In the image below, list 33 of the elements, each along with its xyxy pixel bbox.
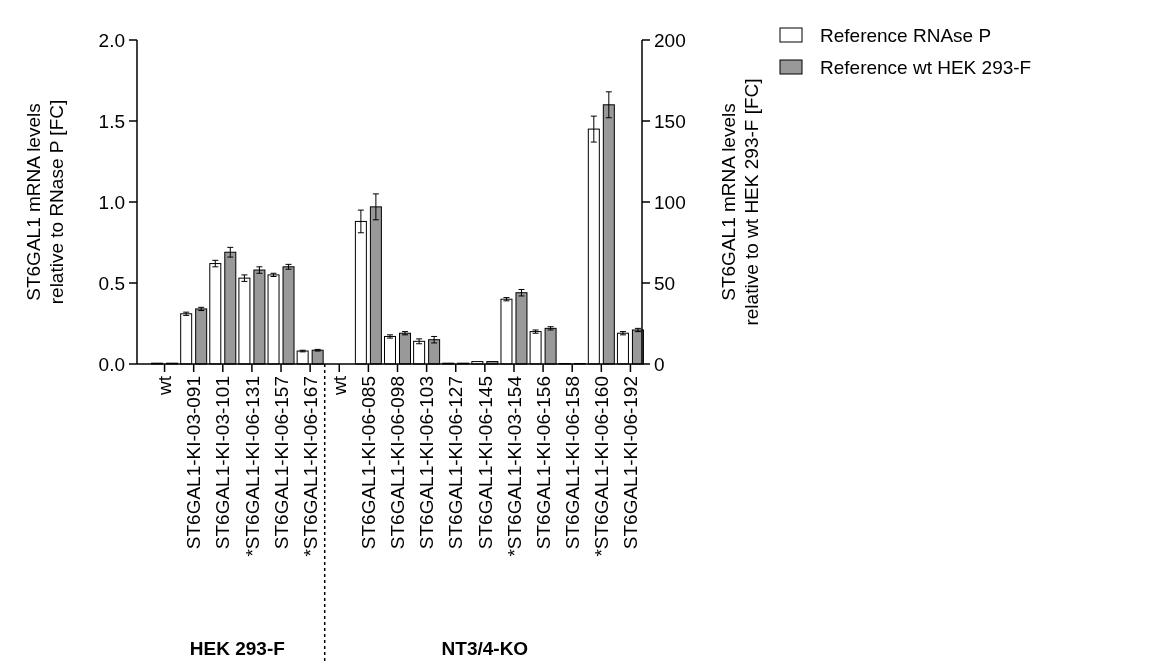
text: NT3/4-KO: [441, 638, 529, 659]
legend-label: Reference wt HEK 293-F: [820, 56, 1032, 78]
y-tick-label: 1.0: [98, 191, 125, 213]
x-tick-label: wt: [154, 375, 176, 396]
x-tick-label: wt: [328, 375, 350, 396]
y-tick-label: 0.0: [98, 353, 125, 375]
x-tick-label: ST6GAL1-KI-06-192: [620, 376, 642, 550]
x-tick-label: *ST6GAL1-KI-06-160: [590, 376, 612, 557]
x-tick-label: ST6GAL1-KI-06-098: [387, 376, 409, 550]
y-axis-title: ST6GAL1 mRNA levels relative to RNase P [FC]: [23, 99, 67, 305]
x-tick-label: *ST6GAL1-KI-03-154: [503, 375, 525, 557]
x-tick-label: ST6GAL1-KI-06-145: [474, 376, 496, 550]
x-tick-label: *ST6GAL1-KI-06-167: [299, 376, 321, 557]
y2-tick-label: 100: [654, 191, 686, 213]
y-tick-label: 0.5: [98, 272, 125, 294]
y-tick-label: 2.0: [98, 29, 125, 51]
y2-tick-label: 150: [654, 110, 686, 132]
x-tick-label: ST6GAL1-KI-06-103: [416, 376, 438, 550]
y2-axis-title: ST6GAL1 mRNA levels relative to wt HEK 293-F [FC]: [718, 78, 762, 326]
x-tick-label: ST6GAL1-KI-06-157: [270, 376, 292, 550]
text: HEK 293-F: [189, 638, 285, 659]
y-tick-label: 1.5: [98, 110, 125, 132]
legend-label: Reference RNAse P: [820, 24, 992, 46]
x-tick-label: ST6GAL1-KI-06-158: [561, 376, 583, 550]
y2-tick-label: 50: [654, 272, 676, 294]
x-tick-label: *ST6GAL1-KI-06-131: [241, 376, 263, 557]
x-tick-label: ST6GAL1-KI-06-085: [358, 376, 380, 550]
x-tick-label: ST6GAL1-KI-03-091: [183, 376, 205, 550]
x-tick-label: ST6GAL1-KI-03-101: [212, 376, 234, 550]
x-tick-label: ST6GAL1-KI-06-127: [445, 376, 467, 550]
y2-tick-label: 200: [654, 29, 686, 51]
y2-tick-label: 0: [654, 353, 665, 375]
x-tick-label: ST6GAL1-KI-06-156: [532, 376, 554, 550]
